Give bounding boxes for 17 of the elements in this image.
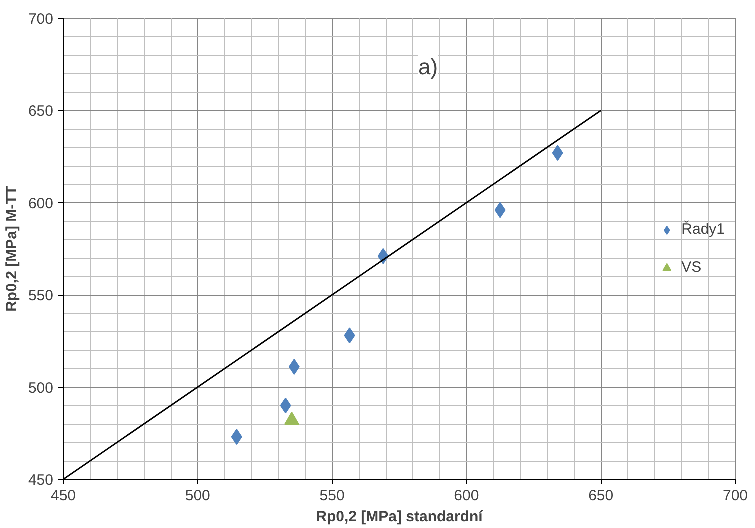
annotation: a) (418, 54, 438, 80)
x-axis-title: Rp0,2 [MPa] standardní (316, 508, 484, 526)
y-axis-title: Rp0,2 [MPa] M-TT (3, 186, 20, 312)
x-tick-label: 650 (588, 488, 614, 504)
x-tick-label: 700 (722, 488, 748, 504)
x-tick-label: 550 (320, 488, 345, 504)
y-tick-label: 450 (28, 472, 54, 489)
y-tick-label: 550 (28, 288, 54, 305)
y-tick-label: 600 (28, 195, 54, 212)
legend-label: VS (682, 259, 702, 276)
x-tick-label: 500 (185, 488, 210, 504)
y-tick-label: 650 (28, 103, 54, 120)
y-tick-label: 700 (28, 11, 54, 28)
legend-label: Řady1 (682, 221, 725, 238)
x-tick-label: 450 (50, 488, 76, 504)
x-tick-label: 600 (454, 488, 480, 504)
y-tick-label: 500 (28, 380, 54, 397)
